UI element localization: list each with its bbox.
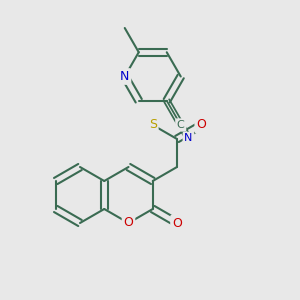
- Text: N: N: [120, 70, 129, 83]
- Text: O: O: [172, 217, 182, 230]
- Text: N: N: [184, 133, 193, 143]
- Text: O: O: [196, 118, 206, 131]
- Text: C: C: [177, 120, 184, 130]
- Text: S: S: [149, 118, 157, 131]
- Text: O: O: [124, 217, 134, 230]
